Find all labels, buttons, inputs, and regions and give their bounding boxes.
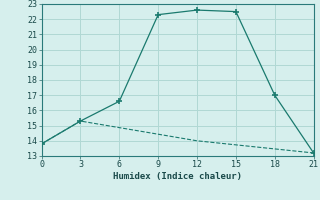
X-axis label: Humidex (Indice chaleur): Humidex (Indice chaleur)	[113, 172, 242, 181]
